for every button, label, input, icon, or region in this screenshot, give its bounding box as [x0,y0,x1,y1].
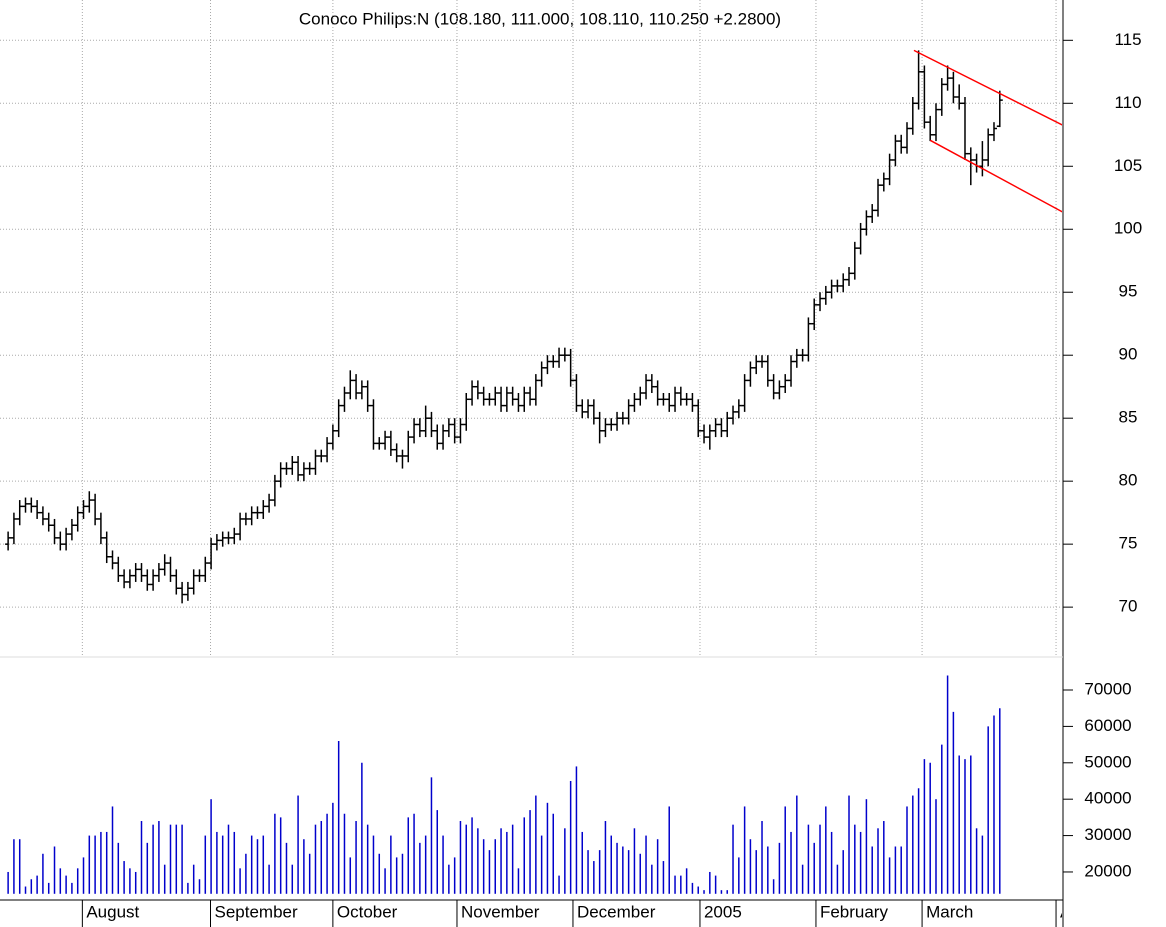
y-tick-label: 60000 [1084,716,1131,735]
y-tick-label: 85 [1119,408,1138,427]
y-tick-label: 105 [1114,156,1142,175]
x-tick-label: August [86,902,139,921]
y-tick-label: 20000 [1084,861,1131,880]
x-tick-label: April [1060,902,1094,921]
y-tick-label: 110 [1114,93,1141,112]
x-tick-label: November [461,902,540,921]
trend-line [929,139,1062,213]
y-tick-label: 95 [1119,282,1138,301]
y-tick-label: 80 [1119,471,1138,490]
y-tick-label: 115 [1114,30,1141,49]
y-tick-label: 75 [1119,534,1138,553]
y-tick-label: 40000 [1084,789,1131,808]
x-tick-label: December [577,902,656,921]
x-tick-label: 2005 [704,902,742,921]
y-tick-label: 100 [1114,219,1142,238]
x-tick-label: March [926,902,973,921]
y-tick-label: 30000 [1084,825,1131,844]
chart-title: Conoco Philips:N (108.180, 111.000, 108.… [299,9,781,28]
y-tick-label: 70000 [1084,679,1131,698]
trend-line [913,49,1062,126]
x-tick-label: February [820,902,889,921]
y-tick-label: 50000 [1084,752,1131,771]
plot-area: August September October November December 20… [0,0,1094,927]
x-tick-label: October [337,902,398,921]
x-tick-label: September [215,902,298,921]
y-tick-label: 70 [1119,597,1138,616]
y-tick-label: 90 [1119,345,1138,364]
